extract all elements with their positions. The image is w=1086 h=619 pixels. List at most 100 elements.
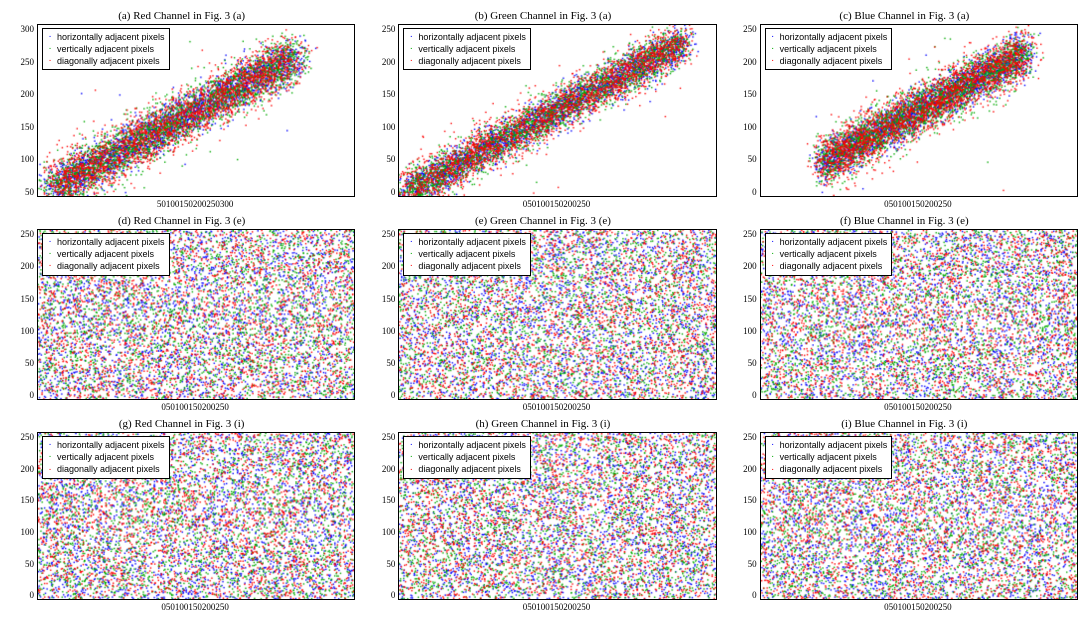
- y-tick: 150: [382, 495, 396, 505]
- y-tick: 50: [748, 358, 757, 368]
- x-tick: 200: [563, 602, 577, 612]
- legend-marker: ·: [770, 251, 776, 257]
- y-tick: 200: [743, 57, 757, 67]
- x-tick: 50: [889, 402, 898, 412]
- x-tick: 100: [166, 199, 180, 209]
- legend-row: ·diagonally adjacent pixels: [47, 55, 165, 67]
- legend-label: vertically adjacent pixels: [418, 451, 515, 463]
- legend-label: vertically adjacent pixels: [780, 43, 877, 55]
- y-tick: 0: [30, 390, 35, 400]
- legend-marker: ·: [47, 442, 53, 448]
- legend-label: vertically adjacent pixels: [57, 43, 154, 55]
- legend-marker: ·: [770, 239, 776, 245]
- legend-marker: ·: [408, 34, 414, 40]
- legend-label: diagonally adjacent pixels: [418, 55, 521, 67]
- y-tick: 300: [21, 24, 35, 34]
- panel-title: (f) Blue Channel in Fig. 3 (e): [840, 215, 969, 227]
- y-tick: 200: [743, 261, 757, 271]
- legend-label: horizontally adjacent pixels: [418, 31, 526, 43]
- legend-marker: ·: [47, 239, 53, 245]
- y-tick: 250: [21, 432, 35, 442]
- legend-label: vertically adjacent pixels: [57, 248, 154, 260]
- y-tick-labels: 30025020015010050: [10, 24, 37, 197]
- y-tick: 100: [382, 326, 396, 336]
- legend-label: diagonally adjacent pixels: [418, 260, 521, 272]
- x-tick: 250: [577, 199, 591, 209]
- y-tick: 200: [382, 464, 396, 474]
- y-tick: 200: [21, 464, 35, 474]
- panel-i: (i) Blue Channel in Fig. 3 (i)2502001501…: [733, 418, 1076, 612]
- x-tick-labels: 050100150200250: [884, 199, 952, 209]
- legend-row: ·horizontally adjacent pixels: [408, 439, 526, 451]
- y-tick: 250: [743, 24, 757, 34]
- plot-area: 30025020015010050·horizontally adjacent …: [10, 24, 353, 197]
- plot-area: 250200150100500·horizontally adjacent pi…: [733, 229, 1076, 400]
- y-tick: 50: [748, 559, 757, 569]
- legend-label: horizontally adjacent pixels: [780, 439, 888, 451]
- y-tick: 100: [21, 527, 35, 537]
- panel-g: (g) Red Channel in Fig. 3 (i) 250 200 150 10…: [10, 418, 353, 612]
- legend-label: vertically adjacent pixels: [418, 248, 515, 260]
- y-tick: 150: [743, 89, 757, 99]
- y-tick: 100: [743, 527, 757, 537]
- x-tick: 50: [889, 199, 898, 209]
- legend-label: vertically adjacent pixels: [418, 43, 515, 55]
- x-tick: 250: [938, 602, 952, 612]
- legend-row: ·diagonally adjacent pixels: [770, 260, 888, 272]
- legend-marker: ·: [770, 454, 776, 460]
- legend-row: ·vertically adjacent pixels: [770, 43, 888, 55]
- y-tick: 250: [21, 57, 35, 67]
- x-tick: 150: [911, 402, 925, 412]
- x-tick-labels: 050100150200250: [523, 402, 591, 412]
- y-tick: 200: [21, 261, 35, 271]
- y-tick: 250: [382, 229, 396, 239]
- x-tick: 150: [911, 602, 925, 612]
- legend-row: · horizontally adjacent pixels: [408, 31, 526, 43]
- legend-marker: ·: [408, 251, 414, 257]
- plot-area: 250200150100500·horizontally adjacent pi…: [10, 432, 353, 600]
- legend-marker: ·: [47, 467, 53, 473]
- y-tick: 250: [743, 432, 757, 442]
- y-tick: 250: [382, 24, 396, 34]
- panel-title: (d) Red Channel in Fig. 3 (e): [118, 215, 245, 227]
- x-tick: 250: [938, 199, 952, 209]
- y-tick: 0: [391, 187, 396, 197]
- y-tick: 250: [382, 432, 396, 442]
- y-tick: 150: [21, 294, 35, 304]
- y-tick-labels: 250200150100500: [371, 432, 398, 600]
- legend-row: ·diagonally adjacent pixels: [408, 463, 526, 475]
- y-tick: 150: [743, 495, 757, 505]
- legend-row: ·diagonally adjacent pixels: [770, 463, 888, 475]
- x-tick: 150: [550, 199, 564, 209]
- x-tick-labels: 050100150200250: [884, 602, 952, 612]
- legend-marker: ·: [770, 58, 776, 64]
- x-tick: 150: [188, 602, 202, 612]
- x-tick: 250: [938, 402, 952, 412]
- legend-row: ·vertically adjacent pixels: [47, 451, 165, 463]
- y-tick: 50: [25, 187, 34, 197]
- legend-label: vertically adjacent pixels: [57, 451, 154, 463]
- legend: ·horizontally adjacent pixels·vertically…: [403, 233, 531, 275]
- y-tick: 0: [391, 390, 396, 400]
- legend-label: diagonally adjacent pixels: [57, 55, 160, 67]
- legend-marker: ·: [408, 454, 414, 460]
- legend-marker: ·: [47, 46, 53, 52]
- panel-title: (g) Red Channel in Fig. 3 (i): [119, 418, 245, 430]
- legend-row: ·horizontally adjacent pixels: [770, 236, 888, 248]
- x-tick: 50: [166, 602, 175, 612]
- x-tick: 300: [220, 199, 234, 209]
- legend-marker: ·: [408, 467, 414, 473]
- legend-marker: ·: [47, 34, 53, 40]
- legend-row: ·horizontally adjacent pixels: [47, 439, 165, 451]
- y-tick: 50: [386, 154, 395, 164]
- legend-marker: ·: [47, 263, 53, 269]
- legend-marker: ·: [408, 58, 414, 64]
- legend: ·horizontally adjacent pixels·vertically…: [42, 233, 170, 275]
- x-tick: 200: [563, 402, 577, 412]
- x-tick: 200: [925, 602, 939, 612]
- legend-row: ·vertically adjacent pixels: [770, 451, 888, 463]
- legend-label: diagonally adjacent pixels: [57, 463, 160, 475]
- plot-area: 250200150100500·horizontally adjacent pi…: [10, 229, 353, 400]
- legend-marker: ·: [770, 263, 776, 269]
- legend: ·horizontally adjacent pixels·vertically…: [42, 436, 170, 478]
